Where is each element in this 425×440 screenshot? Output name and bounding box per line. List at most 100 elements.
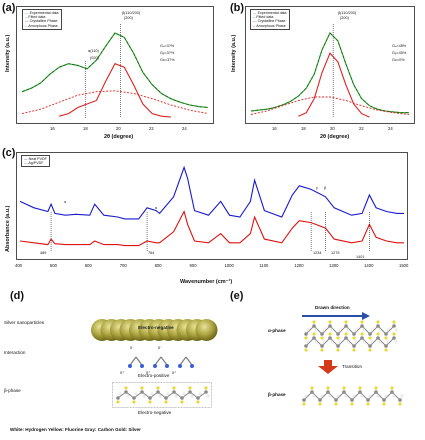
hydrogen-atom bbox=[336, 394, 340, 398]
transition-arrow bbox=[318, 360, 338, 374]
bond bbox=[367, 391, 377, 401]
hydrogen-atom bbox=[328, 394, 332, 398]
hydrogen-atom bbox=[400, 394, 404, 398]
panel-a-stat-1: Gₐ=3?% bbox=[160, 44, 175, 48]
hydrogen-atom bbox=[370, 328, 374, 332]
panel-c-1275: 1275 bbox=[331, 251, 340, 255]
carbon-atom bbox=[318, 398, 322, 402]
tick-a-16: 16 bbox=[50, 126, 55, 131]
carbon-atom bbox=[376, 336, 380, 340]
carbon-atom bbox=[366, 398, 370, 402]
hydrogen-atom bbox=[142, 394, 146, 398]
panel-c-label: (c) bbox=[2, 147, 16, 159]
hydrogen-atom bbox=[384, 394, 388, 398]
panel-c-1234: 1234 bbox=[313, 251, 322, 255]
hydrogen-atom bbox=[338, 340, 342, 344]
series-ag-pvdf bbox=[19, 209, 404, 247]
fluorine-atom bbox=[156, 386, 160, 390]
electro-negative-label: Electro-negative bbox=[138, 410, 172, 415]
hydrogen-atom bbox=[312, 394, 316, 398]
bond bbox=[337, 325, 347, 335]
charge-5: δ⁺ bbox=[172, 371, 177, 375]
panel-c-1401: 1401 bbox=[356, 255, 365, 259]
fluorine-atom bbox=[368, 336, 372, 340]
hydrogen-atom bbox=[320, 394, 324, 398]
carbon-atom bbox=[302, 398, 306, 402]
beta-phase-chain-d bbox=[112, 382, 212, 408]
carbon-atom bbox=[188, 390, 192, 394]
carbon-atom bbox=[358, 390, 362, 394]
carbon-atom bbox=[334, 398, 338, 402]
series-fitted-data bbox=[250, 32, 409, 114]
interaction-molecules bbox=[128, 356, 194, 368]
charge-2: δ⁻ bbox=[158, 346, 163, 350]
legend-amorphous: -- Amorphous Phase bbox=[25, 23, 58, 28]
panel-e-label: (e) bbox=[230, 290, 244, 302]
panel-b-xlabel: 2θ (degree) bbox=[320, 134, 350, 140]
fluorine-atom bbox=[336, 336, 340, 340]
electro-positive-label: Electro-positive bbox=[138, 373, 170, 378]
panel-c-legend: — Neat PVDF — Ag/PVDF bbox=[21, 155, 50, 168]
fluorine-atom bbox=[172, 386, 176, 390]
bond bbox=[335, 391, 345, 401]
carbon-atom bbox=[398, 398, 402, 402]
carbon-atom bbox=[328, 336, 332, 340]
bond bbox=[369, 325, 379, 335]
panel-b-stat-1: Gₐ=45% bbox=[392, 44, 407, 48]
hydrogen-atom bbox=[182, 392, 186, 396]
fluorine-atom bbox=[188, 386, 192, 390]
bond bbox=[361, 337, 371, 347]
bond bbox=[313, 325, 323, 335]
carbon-atom bbox=[196, 396, 200, 400]
panel-b-stat-2: Gᵦ=45% bbox=[392, 51, 407, 55]
fluorine-atom bbox=[376, 320, 380, 324]
fluorine-atom bbox=[204, 386, 208, 390]
tick-b-18: 18 bbox=[301, 126, 306, 131]
carbon-atom bbox=[140, 390, 144, 394]
fluorine-atom bbox=[368, 348, 372, 352]
panel-a-peak-top: β(110/200) bbox=[122, 11, 141, 15]
fluorine-atom bbox=[336, 348, 340, 352]
hydrogen-atom bbox=[190, 394, 194, 398]
carbon-atom bbox=[344, 336, 348, 340]
carbon-atom bbox=[304, 344, 308, 348]
fluorine-atom bbox=[320, 348, 324, 352]
carbon-atom bbox=[204, 390, 208, 394]
transition-label: Transition bbox=[342, 364, 362, 369]
panel-a-020-peak: (020) bbox=[90, 56, 99, 60]
panel-b-label: (b) bbox=[230, 2, 245, 14]
hydrogen-atom bbox=[150, 392, 154, 396]
bond bbox=[377, 325, 387, 335]
carbon-atom bbox=[368, 344, 372, 348]
fluorine-atom bbox=[384, 336, 388, 340]
carbon-atom bbox=[312, 324, 316, 328]
fluorine-atom bbox=[360, 320, 364, 324]
hydrogen-atom bbox=[126, 394, 130, 398]
fluorine-atom bbox=[374, 386, 378, 390]
carbon-atom bbox=[384, 332, 388, 336]
tick-c-700: 700 bbox=[119, 263, 127, 268]
tick-c-1200: 1200 bbox=[294, 263, 304, 268]
atom-color-legend: White: Hydrogen Yellow: Fluorine Gray: C… bbox=[10, 427, 141, 432]
bond bbox=[383, 391, 393, 401]
legend-b-amorphous: -- Amorphous Phase bbox=[253, 23, 286, 28]
carbon-atom bbox=[328, 324, 332, 328]
carbon-atom bbox=[180, 396, 184, 400]
tick-c-500: 500 bbox=[49, 263, 57, 268]
charge-1: δ⁻ bbox=[130, 346, 135, 350]
bond bbox=[311, 391, 321, 401]
hydrogen-atom bbox=[314, 340, 318, 344]
carbon-atom bbox=[320, 344, 324, 348]
bond bbox=[305, 337, 315, 347]
hydrogen-atom bbox=[304, 394, 308, 398]
hydrogen-atom bbox=[314, 328, 318, 332]
drawn-direction-label: Drawn direction bbox=[315, 305, 350, 310]
hydrogen-atom bbox=[158, 394, 162, 398]
hydrogen-atom bbox=[344, 394, 348, 398]
tick-c-900: 900 bbox=[189, 263, 197, 268]
hydrogen-atom bbox=[376, 394, 380, 398]
bond bbox=[361, 325, 371, 335]
beta-phase-chain-e bbox=[302, 386, 404, 406]
fluorine-atom bbox=[196, 400, 200, 404]
carbon-atom bbox=[344, 324, 348, 328]
